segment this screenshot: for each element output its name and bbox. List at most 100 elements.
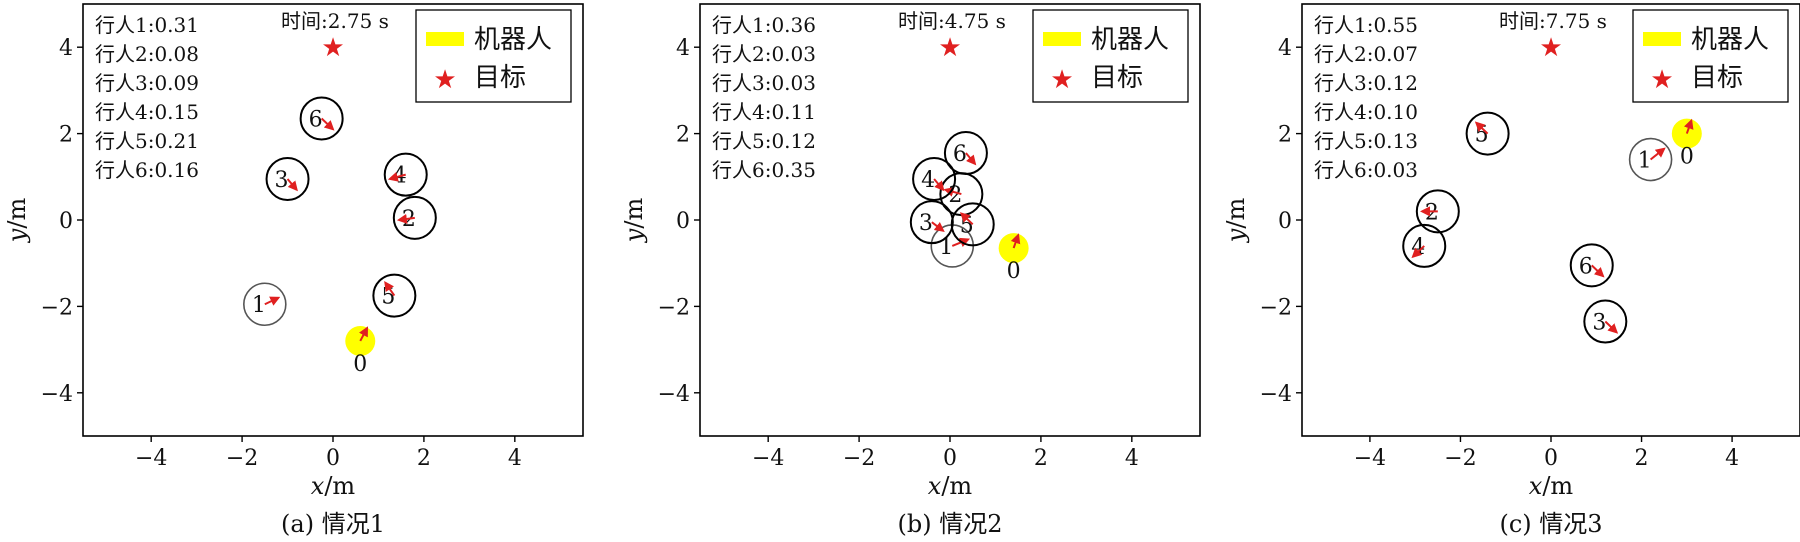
pedestrian-velocity-arrow (1411, 245, 1425, 259)
pedestrian-annotation: 行人2:0.07 (1314, 42, 1418, 66)
x-tick-label: 4 (1725, 446, 1739, 471)
y-axis-unit: /m (620, 198, 648, 229)
pedestrian-annotation: 行人4:0.15 (95, 100, 199, 124)
pedestrian-label: 3 (1592, 311, 1606, 336)
y-tick-label: −4 (658, 382, 690, 407)
x-tick-label: −4 (135, 446, 167, 471)
pedestrian-label: 2 (1425, 200, 1439, 225)
x-axis-var: x (311, 472, 325, 500)
y-axis-label: y/m (620, 198, 648, 244)
legend-goal-star: ★ (1050, 65, 1073, 95)
x-tick-label: −2 (1444, 446, 1476, 471)
y-tick-label: 4 (676, 36, 690, 61)
goal-marker: ★ (938, 33, 961, 63)
pedestrian-annotation: 行人3:0.09 (95, 71, 199, 95)
x-tick-label: 0 (943, 446, 957, 471)
legend-goal-label: 目标 (1091, 63, 1143, 93)
pedestrian-label: 2 (948, 183, 962, 208)
legend-robot-label: 机器人 (1091, 25, 1169, 55)
y-tick-label: −2 (658, 295, 690, 320)
pedestrian-velocity-arrow (943, 187, 962, 197)
pedestrian-velocity-arrow (959, 212, 974, 226)
y-tick-label: 4 (59, 36, 73, 61)
legend-goal-star: ★ (1650, 65, 1673, 95)
legend-goal-star: ★ (433, 65, 456, 95)
legend-box (1032, 9, 1189, 103)
pedestrian-velocity-arrow (965, 152, 977, 166)
pedestrian-marker (1628, 137, 1673, 182)
y-axis-var: y (3, 228, 31, 243)
pedestrian-velocity-arrow (1649, 147, 1666, 161)
robot-velocity-arrow (1010, 233, 1021, 249)
y-tick-label: 4 (1278, 36, 1292, 61)
panel-caption: (a) 情况1 (281, 510, 385, 538)
pedestrian-label: 3 (919, 211, 933, 236)
pedestrian-marker (1569, 243, 1614, 288)
x-tick-label: 0 (1544, 446, 1558, 471)
pedestrian-marker (950, 202, 995, 247)
pedestrian-annotation: 行人3:0.12 (1314, 71, 1418, 95)
x-axis-unit: /m (324, 472, 355, 500)
x-tick-label: −2 (843, 446, 875, 471)
pedestrian-velocity-arrow (1604, 320, 1619, 334)
time-label: 时间:2.75 s (281, 9, 389, 33)
pedestrian-marker (383, 152, 428, 197)
pedestrian-marker (943, 131, 988, 176)
pedestrian-velocity-arrow (384, 281, 396, 297)
time-label: 时间:4.75 s (898, 9, 1006, 33)
pedestrian-marker (1465, 111, 1510, 156)
y-axis-label: y/m (1222, 198, 1250, 244)
pedestrian-velocity-arrow (387, 172, 406, 182)
pedestrian-label: 1 (1638, 149, 1652, 174)
x-tick-label: −4 (752, 446, 784, 471)
y-tick-label: −4 (1260, 382, 1292, 407)
y-tick-label: 0 (1278, 209, 1292, 234)
x-tick-label: −2 (226, 446, 258, 471)
pedestrian-marker (299, 96, 344, 141)
legend-robot-swatch (1643, 32, 1681, 46)
x-axis-unit: /m (941, 472, 972, 500)
x-axis-var: x (928, 472, 942, 500)
pedestrian-velocity-arrow (1474, 121, 1489, 135)
pedestrian-marker (265, 156, 310, 201)
x-tick-label: 2 (1034, 446, 1048, 471)
robot-label: 0 (1680, 145, 1694, 170)
pedestrian-annotation: 行人2:0.08 (95, 42, 199, 66)
legend-robot-swatch (426, 32, 464, 46)
goal-marker: ★ (321, 33, 344, 63)
pedestrian-marker (1402, 223, 1447, 268)
pedestrian-label: 6 (1579, 254, 1593, 279)
pedestrian-velocity-arrow (396, 213, 415, 224)
pedestrian-marker (1415, 189, 1460, 234)
pedestrian-annotation: 行人5:0.21 (95, 129, 199, 153)
y-tick-label: 0 (59, 209, 73, 234)
pedestrian-annotation: 行人6:0.03 (1314, 158, 1418, 182)
y-axis-var: y (1222, 228, 1250, 243)
legend-robot-label: 机器人 (1691, 25, 1769, 55)
x-tick-label: 2 (1635, 446, 1649, 471)
legend-box (415, 9, 572, 103)
panel-caption: (c) 情况3 (1499, 510, 1602, 538)
pedestrian-annotation: 行人1:0.31 (95, 13, 199, 37)
legend-goal-label: 目标 (1691, 63, 1743, 93)
goal-marker: ★ (1539, 33, 1562, 63)
pedestrian-marker (243, 282, 287, 327)
pedestrian-label: 5 (1475, 123, 1489, 148)
pedestrian-velocity-arrow (933, 178, 945, 192)
pedestrian-label: 1 (252, 293, 266, 318)
x-tick-label: 2 (417, 446, 431, 471)
pedestrian-annotation: 行人1:0.55 (1314, 13, 1418, 37)
robot-velocity-arrow (1683, 118, 1694, 134)
legend-goal-label: 目标 (474, 63, 526, 93)
x-tick-label: 4 (1125, 446, 1139, 471)
x-axis-var: x (1529, 472, 1543, 500)
pedestrian-label: 6 (309, 107, 323, 132)
pedestrian-annotation: 行人4:0.11 (712, 100, 816, 124)
pedestrian-velocity-arrow (264, 296, 281, 306)
y-axis-unit: /m (3, 198, 31, 229)
pedestrian-velocity-arrow (1591, 264, 1605, 278)
pedestrian-label: 3 (275, 168, 289, 193)
x-axis-unit: /m (1542, 472, 1573, 500)
pedestrian-annotation: 行人5:0.12 (712, 129, 816, 153)
